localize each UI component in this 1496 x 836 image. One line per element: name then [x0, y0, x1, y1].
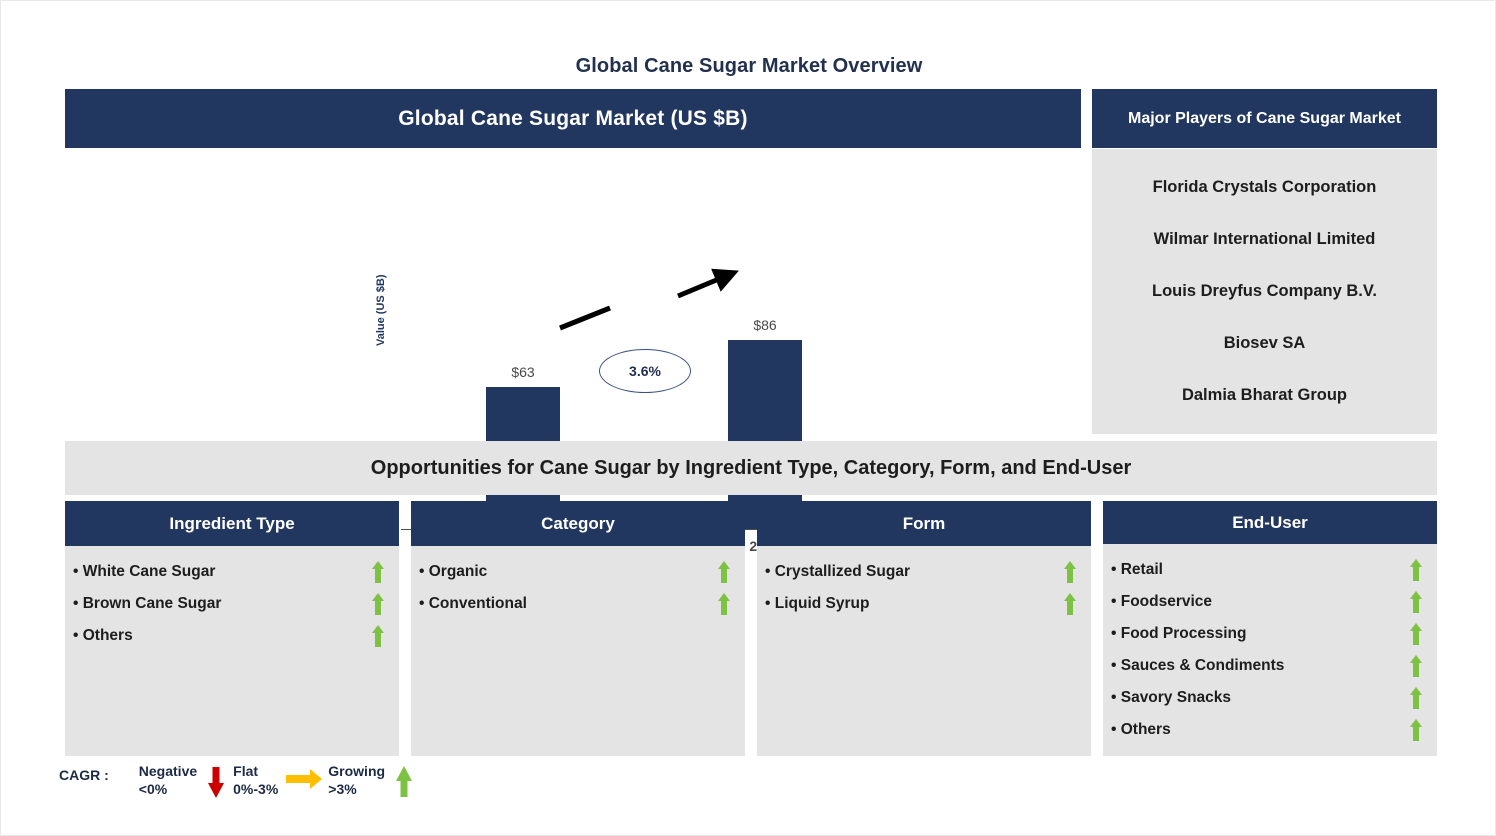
list-item: • Conventional — [419, 588, 735, 620]
legend-item-range: <0% — [138, 780, 168, 797]
legend-item-text: Growing >3% — [328, 763, 385, 798]
arrow-down-icon — [208, 767, 225, 798]
list-item-label: • Conventional — [419, 595, 527, 612]
list-item: • White Cane Sugar — [73, 556, 389, 588]
legend-item-text: Flat 0%-3% — [233, 763, 278, 798]
column-header: Ingredient Type — [65, 501, 399, 546]
list-item-label: • White Cane Sugar — [73, 563, 216, 580]
column-header-label: Form — [902, 513, 946, 533]
market-chart-panel: Global Cane Sugar Market (US $B) Value (… — [65, 89, 1081, 554]
list-item-label: • Organic — [419, 563, 488, 580]
column-header: Category — [411, 501, 745, 546]
chart-y-axis-label: Value (US $B) — [375, 274, 387, 346]
legend-item-growing: Growing >3% — [328, 763, 415, 799]
chart-panel-header: Global Cane Sugar Market (US $B) — [65, 89, 1081, 148]
list-item: • Sauces & Condiments — [1111, 650, 1427, 682]
arrow-right-icon — [286, 769, 323, 789]
column-body: • Crystallized Sugar • Liquid Syrup — [757, 546, 1091, 756]
arrow-up-icon — [372, 625, 384, 647]
legend-item-name: Flat — [233, 763, 259, 779]
legend-item-name: Growing — [328, 763, 386, 779]
list-item: Biosev SA — [1223, 334, 1306, 352]
list-item-label: • Foodservice — [1111, 593, 1213, 610]
legend-item-name: Negative — [138, 763, 198, 779]
column-header: End-User — [1103, 501, 1437, 544]
arrow-up-icon — [396, 766, 413, 797]
column-header-label: Ingredient Type — [169, 513, 295, 533]
list-item: • Food Processing — [1111, 618, 1427, 650]
list-item: • Savory Snacks — [1111, 682, 1427, 714]
list-item-label: • Savory Snacks — [1111, 689, 1232, 706]
column-end-user: End-User • Retail • Foodservice • Food P… — [1103, 501, 1437, 756]
legend-item-negative: Negative <0% — [139, 763, 227, 799]
chart-plot-area: Value (US $B) $63 $86 2026 2035 3.6% — [65, 148, 1081, 554]
list-item: • Retail — [1111, 554, 1427, 586]
legend-item-text: Negative <0% — [139, 763, 197, 798]
opportunities-banner-label: Opportunities for Cane Sugar by Ingredie… — [370, 456, 1132, 479]
opportunity-columns: Ingredient Type • White Cane Sugar • Bro… — [65, 501, 1437, 756]
list-item: • Others — [73, 620, 389, 652]
cagr-growth-arrow — [559, 268, 739, 331]
list-item: Dalmia Bharat Group — [1181, 386, 1348, 404]
list-item: Louis Dreyfus Company B.V. — [1152, 282, 1377, 300]
list-item: Wilmar International Limited — [1153, 230, 1376, 248]
column-category: Category • Organic • Conventional — [411, 501, 745, 756]
legend-item-flat: Flat 0%-3% — [233, 763, 323, 799]
arrow-up-icon — [718, 593, 730, 615]
bar-2035 — [728, 340, 802, 529]
major-players-list: Florida Crystals Corporation Wilmar Inte… — [1092, 149, 1437, 434]
bar-value-label-2026: $63 — [511, 364, 535, 380]
major-players-panel: Major Players of Cane Sugar Market Flori… — [1092, 89, 1437, 434]
bar-value-label-2035: $86 — [753, 317, 777, 333]
list-item: • Organic — [419, 556, 735, 588]
list-item-label: • Others — [1111, 721, 1171, 738]
arrow-up-icon — [1064, 593, 1076, 615]
list-item-label: • Sauces & Condiments — [1111, 657, 1285, 674]
cagr-legend-title: CAGR : — [59, 767, 109, 783]
column-header-label: Category — [541, 513, 615, 533]
page-title: Global Cane Sugar Market Overview — [575, 55, 923, 77]
list-item: • Others — [1111, 714, 1427, 746]
arrow-up-icon — [1410, 591, 1422, 613]
opportunities-banner: Opportunities for Cane Sugar by Ingredie… — [65, 441, 1437, 495]
column-body: • Organic • Conventional — [411, 546, 745, 756]
column-header: Form — [757, 501, 1091, 546]
chart-panel-header-label: Global Cane Sugar Market (US $B) — [398, 106, 748, 130]
column-ingredient-type: Ingredient Type • White Cane Sugar • Bro… — [65, 501, 399, 756]
arrow-up-icon — [372, 593, 384, 615]
arrow-up-icon — [1410, 687, 1422, 709]
arrow-up-icon — [372, 561, 384, 583]
major-players-header-label: Major Players of Cane Sugar Market — [1128, 109, 1401, 127]
list-item-label: • Brown Cane Sugar — [73, 595, 222, 612]
list-item-label: • Crystallized Sugar — [765, 563, 910, 580]
list-item: • Crystallized Sugar — [765, 556, 1081, 588]
arrow-up-icon — [1410, 559, 1422, 581]
list-item-label: • Liquid Syrup — [765, 595, 870, 612]
column-form: Form • Crystallized Sugar • Liquid Syrup — [757, 501, 1091, 756]
arrow-up-icon — [718, 561, 730, 583]
arrow-up-icon — [1410, 655, 1422, 677]
list-item: Florida Crystals Corporation — [1152, 178, 1377, 196]
list-item-label: • Others — [73, 627, 133, 644]
list-item: • Liquid Syrup — [765, 588, 1081, 620]
arrow-up-icon — [1410, 623, 1422, 645]
column-header-label: End-User — [1232, 512, 1308, 532]
column-body: • White Cane Sugar • Brown Cane Sugar • … — [65, 546, 399, 756]
legend-item-range: >3% — [328, 780, 357, 797]
major-players-header: Major Players of Cane Sugar Market — [1092, 89, 1437, 148]
list-item-label: • Food Processing — [1111, 625, 1247, 642]
list-item-label: • Retail — [1111, 561, 1163, 578]
list-item: • Brown Cane Sugar — [73, 588, 389, 620]
arrow-up-icon — [1410, 719, 1422, 741]
cagr-bubble-label: 3.6% — [629, 363, 661, 379]
arrow-up-icon — [1064, 561, 1076, 583]
column-body: • Retail • Foodservice • Food Processing… — [1103, 544, 1437, 756]
list-item: • Foodservice — [1111, 586, 1427, 618]
cagr-legend: CAGR : Negative <0% Flat 0%-3% Growing >… — [59, 763, 421, 813]
cagr-bubble: 3.6% — [599, 349, 691, 393]
legend-item-range: 0%-3% — [233, 780, 279, 797]
